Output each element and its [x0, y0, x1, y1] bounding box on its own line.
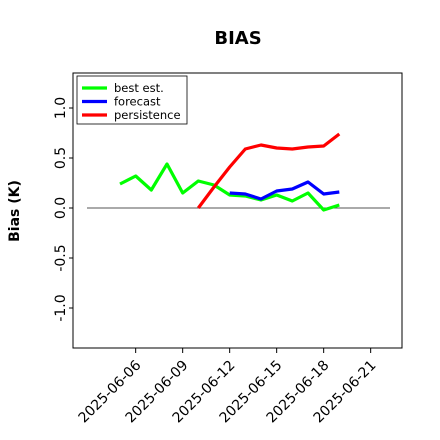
y-tick-label: 0.0: [53, 197, 69, 219]
legend-label: persistence: [114, 108, 181, 122]
y-axis-label: Bias (K): [7, 180, 23, 242]
y-tick-label: 1.0: [53, 97, 69, 119]
plot-frame: [72, 72, 403, 349]
y-axis-ticks: -1.0 -0.5 0.0 0.5 1.0: [53, 97, 73, 322]
y-tick-label: -1.0: [53, 294, 69, 321]
x-axis-ticks: 2025-06-062025-06-092025-06-122025-06-15…: [76, 348, 379, 426]
series-layer: [119, 132, 341, 212]
chart-title: BIAS: [214, 28, 261, 49]
legend-label: best est.: [114, 81, 164, 95]
y-tick-label: 0.5: [53, 147, 69, 169]
series-line-persistence: [197, 132, 341, 209]
series-line-best-est: [119, 162, 340, 212]
legend-label: forecast: [114, 95, 161, 109]
series-line-forecast: [229, 180, 340, 201]
y-tick-label: -0.5: [53, 244, 69, 271]
